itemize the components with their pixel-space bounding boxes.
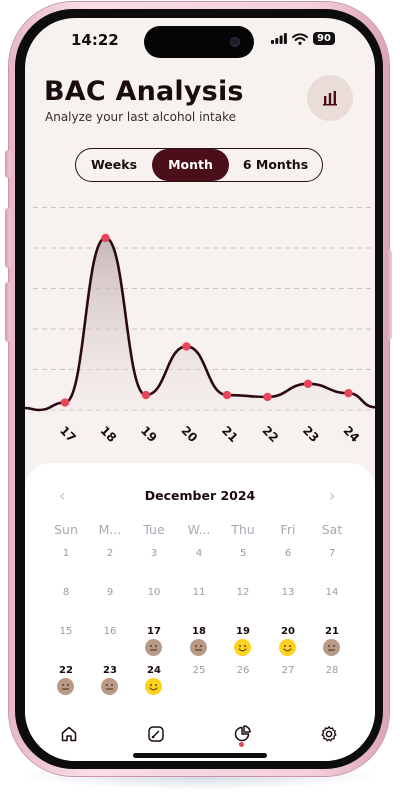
calendar-day[interactable]: 17 xyxy=(147,626,161,637)
weekday-header: Tue xyxy=(143,522,165,537)
status-bar: 14:22 90 xyxy=(25,18,375,62)
calendar-day[interactable]: 6 xyxy=(284,548,292,559)
segment-month[interactable]: Month xyxy=(152,149,229,181)
calendar-day[interactable]: 19 xyxy=(236,626,250,637)
tab-home[interactable] xyxy=(58,723,80,745)
home-indicator xyxy=(133,753,267,758)
page-title: BAC Analysis xyxy=(44,76,244,107)
weekday-header: Sat xyxy=(321,522,343,537)
neutral-face-icon xyxy=(57,678,74,695)
tab-gauge[interactable] xyxy=(145,723,167,745)
neutral-face-icon xyxy=(145,639,162,656)
happy-face-icon xyxy=(234,639,251,656)
chevron-left-icon[interactable]: ‹ xyxy=(59,486,66,505)
battery-level: 90 xyxy=(313,32,335,45)
data-point xyxy=(182,342,191,351)
app-screen: 14:22 90 BAC Analysis Analyze your last … xyxy=(25,18,375,761)
volume-up-button xyxy=(5,208,11,268)
calendar-day[interactable]: 2 xyxy=(106,548,114,559)
x-tick-label: 18 xyxy=(97,423,119,445)
chevron-right-icon[interactable]: › xyxy=(329,486,336,505)
volume-down-button xyxy=(5,282,11,342)
status-icons: 90 xyxy=(271,32,335,45)
x-tick-label: 24 xyxy=(340,423,362,445)
segment-weeks[interactable]: Weeks xyxy=(90,157,138,172)
neutral-face-icon xyxy=(101,678,118,695)
calendar-day[interactable]: 12 xyxy=(236,587,250,598)
weekday-header: M... xyxy=(98,522,122,537)
bar-chart-icon xyxy=(323,91,337,106)
wifi-icon xyxy=(292,32,308,45)
gauge-icon xyxy=(148,726,164,742)
dynamic-island xyxy=(144,26,254,58)
calendar-day[interactable]: 15 xyxy=(59,626,73,637)
x-tick-label: 21 xyxy=(219,423,241,445)
data-point xyxy=(303,379,313,389)
calendar-day[interactable]: 21 xyxy=(325,626,339,637)
power-button xyxy=(386,250,392,340)
pie-chart-icon xyxy=(234,725,251,742)
calendar-month-label: December 2024 xyxy=(144,488,256,503)
x-tick-label: 19 xyxy=(138,423,160,445)
calendar-day[interactable]: 26 xyxy=(236,665,250,676)
calendar-day[interactable]: 28 xyxy=(325,665,339,676)
active-tab-indicator xyxy=(239,742,244,747)
calendar-day[interactable]: 7 xyxy=(328,548,336,559)
calendar-day[interactable]: 8 xyxy=(62,587,70,598)
calendar-day[interactable]: 13 xyxy=(281,587,295,598)
segment-6-months[interactable]: 6 Months xyxy=(242,157,309,172)
data-point xyxy=(141,390,151,400)
settings-icon xyxy=(321,726,337,742)
tab-analysis[interactable] xyxy=(231,723,253,745)
calendar-day[interactable]: 4 xyxy=(195,548,203,559)
data-point xyxy=(60,398,70,407)
calendar-day[interactable]: 27 xyxy=(281,665,295,676)
happy-face-icon xyxy=(279,639,296,656)
weekday-header: Fri xyxy=(280,522,296,537)
calendar-day[interactable]: 10 xyxy=(147,587,161,598)
weekday-header: Sun xyxy=(54,522,78,537)
home-icon xyxy=(61,726,77,742)
calendar-card xyxy=(25,463,375,761)
camera-icon xyxy=(230,37,240,47)
calendar-day[interactable]: 20 xyxy=(281,626,295,637)
calendar-day[interactable]: 9 xyxy=(106,587,114,598)
calendar-day[interactable]: 24 xyxy=(147,665,161,676)
calendar-day[interactable]: 5 xyxy=(239,548,247,559)
calendar-day[interactable]: 1 xyxy=(62,548,70,559)
happy-face-icon xyxy=(145,678,162,695)
calendar-day[interactable]: 16 xyxy=(103,626,117,637)
x-tick-label: 17 xyxy=(57,423,79,445)
status-time: 14:22 xyxy=(71,31,119,49)
bac-chart: 17 18 19 20 21 22 23 24 xyxy=(25,207,375,445)
x-tick-label: 20 xyxy=(178,423,200,445)
calendar-day[interactable]: 25 xyxy=(192,665,206,676)
calendar-day[interactable]: 14 xyxy=(325,587,339,598)
x-tick-label: 22 xyxy=(259,423,281,445)
page-subtitle: Analyze your last alcohol intake xyxy=(45,110,236,124)
data-point xyxy=(222,390,232,400)
weekday-header: Thu xyxy=(231,522,255,537)
period-selector: Weeks Month 6 Months xyxy=(75,148,323,182)
neutral-face-icon xyxy=(190,639,207,656)
calendar-day[interactable]: 22 xyxy=(59,665,73,676)
calendar-day[interactable]: 18 xyxy=(192,626,206,637)
x-tick-label: 23 xyxy=(300,423,322,445)
tab-settings[interactable] xyxy=(318,723,340,745)
calendar-day[interactable]: 11 xyxy=(192,587,206,598)
data-point xyxy=(344,388,353,398)
signal-icon xyxy=(271,33,287,44)
chart-area xyxy=(25,237,375,414)
calendar-day[interactable]: 3 xyxy=(150,548,158,559)
chart-view-button[interactable] xyxy=(307,75,353,121)
mute-switch xyxy=(5,150,11,178)
weekday-header: W... xyxy=(187,522,211,537)
data-point xyxy=(263,392,272,402)
neutral-face-icon xyxy=(323,639,340,656)
data-point xyxy=(101,233,110,243)
calendar-day[interactable]: 23 xyxy=(103,665,117,676)
